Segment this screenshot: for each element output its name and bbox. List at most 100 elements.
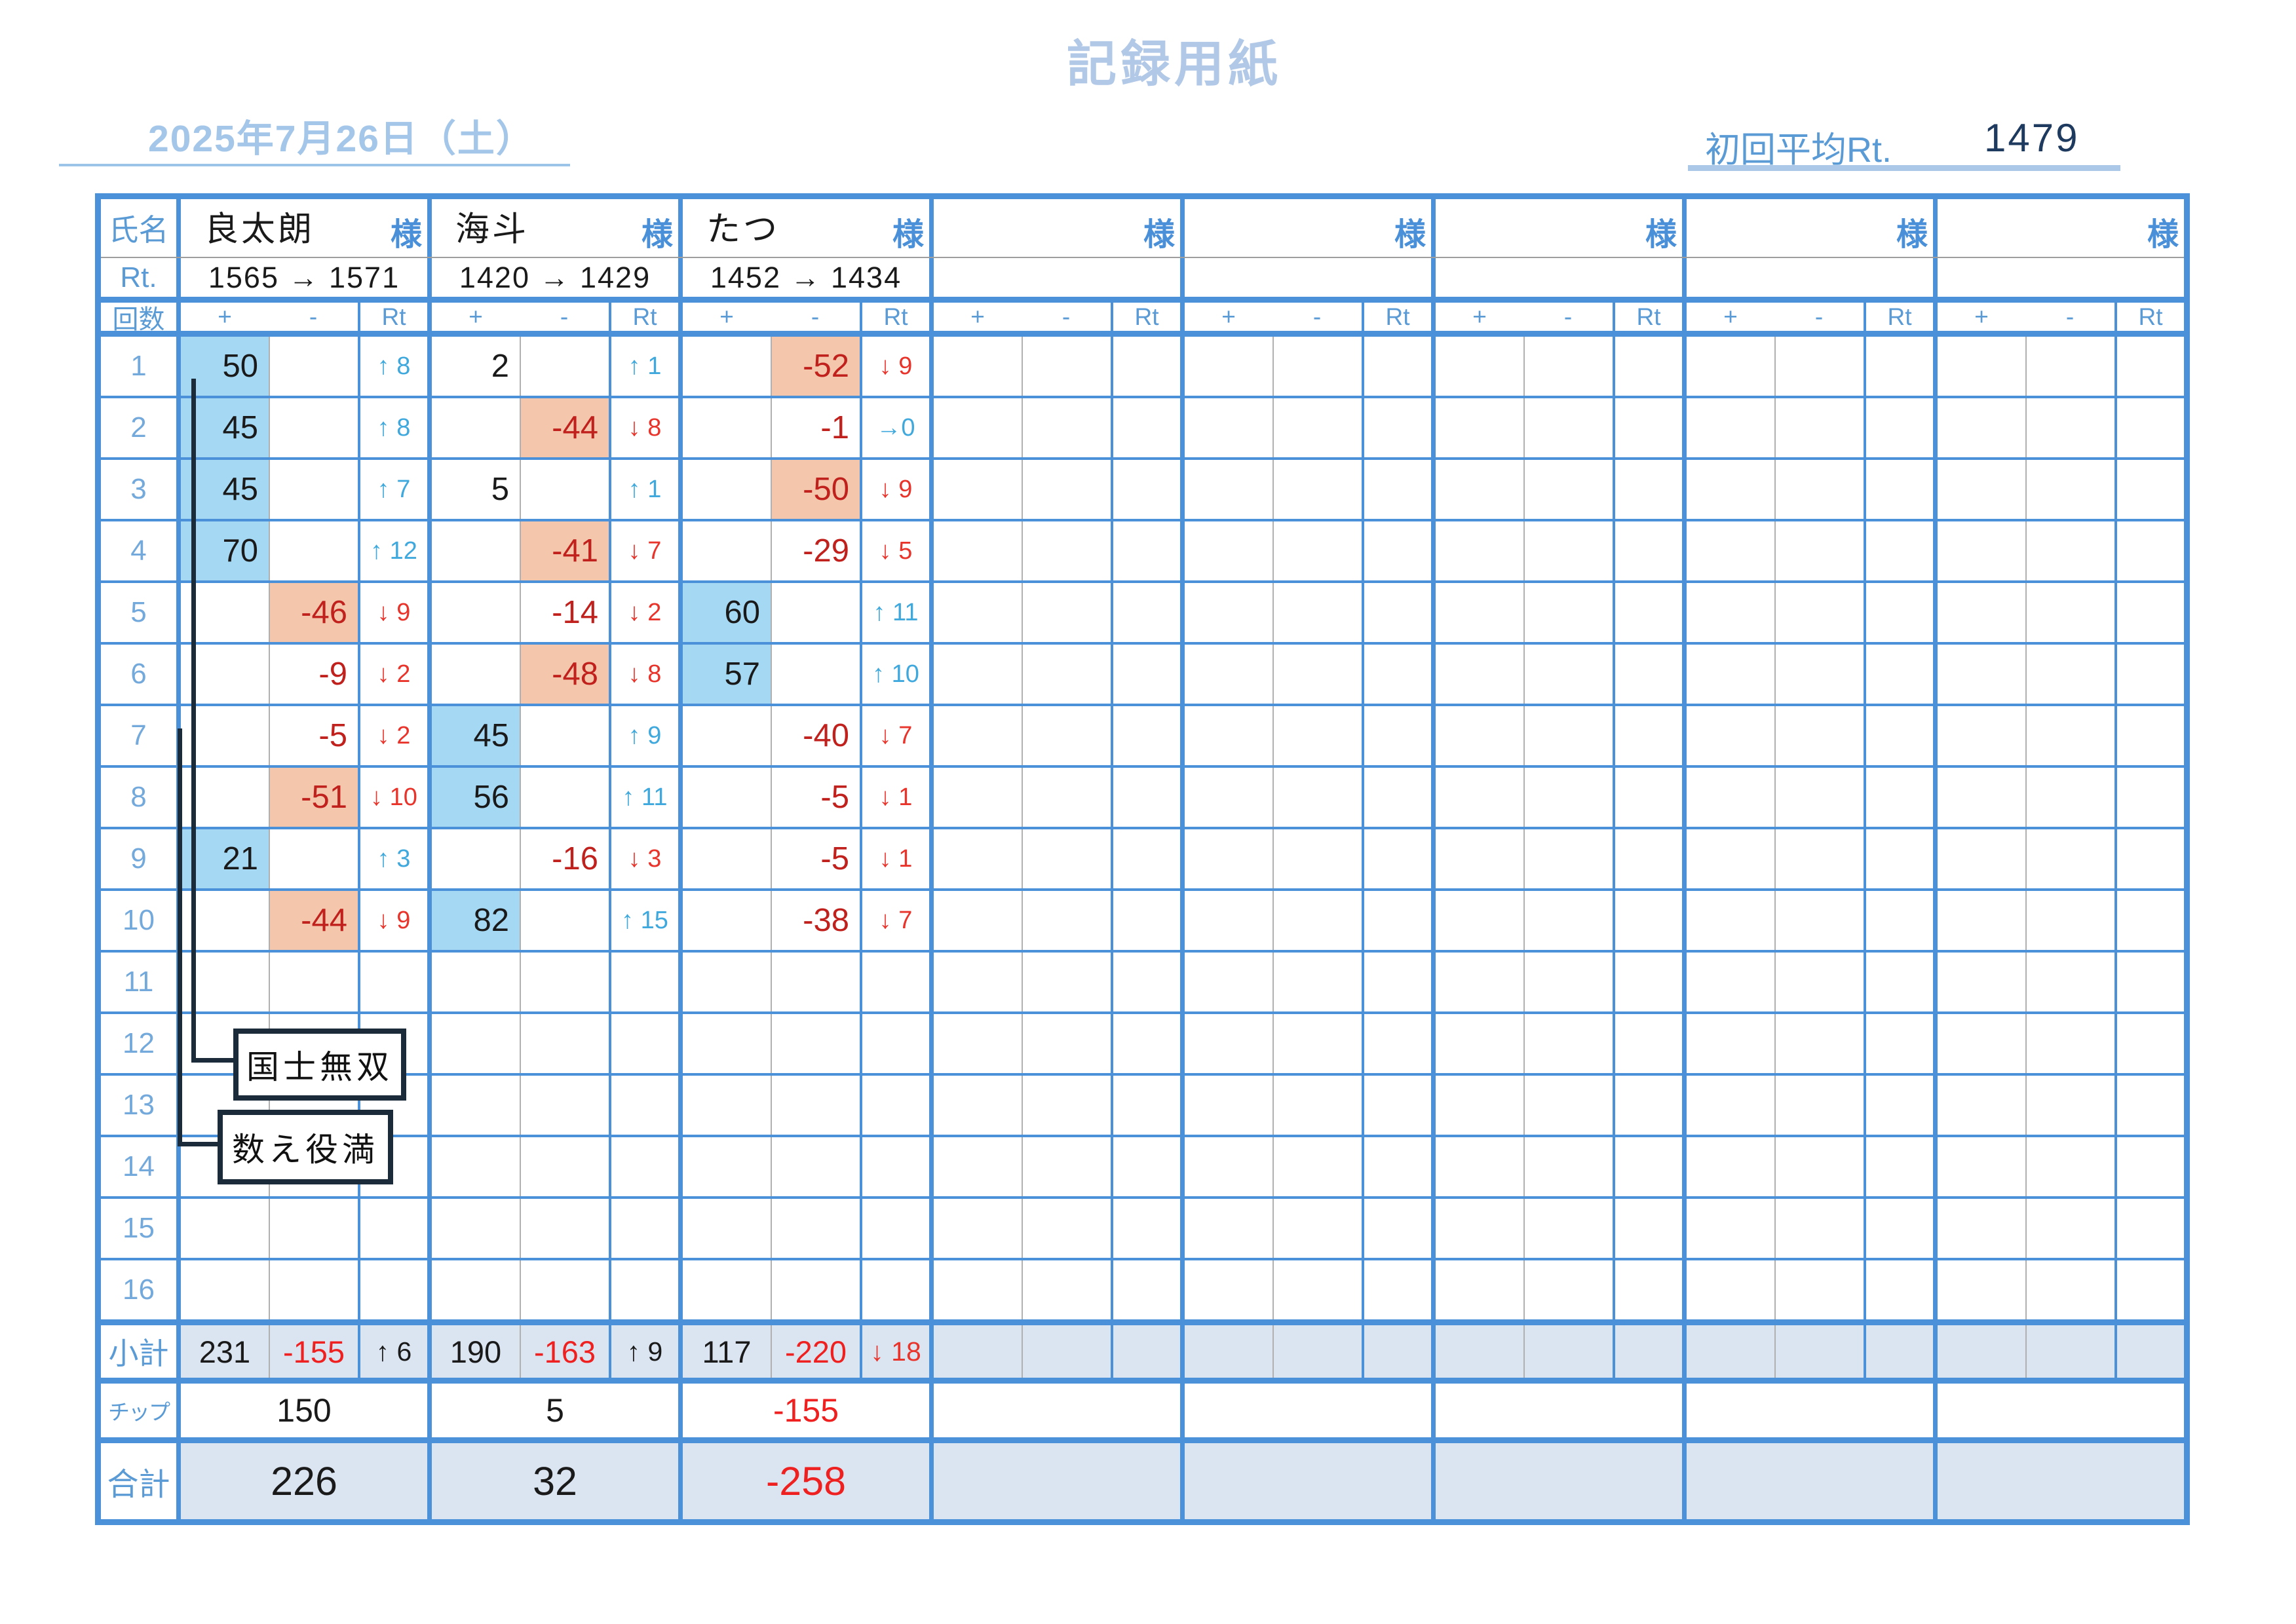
minus-cell xyxy=(2025,829,2114,888)
player-subheader: + - Rt xyxy=(1180,303,1431,331)
player-subheader: + - Rt xyxy=(929,303,1180,331)
rt-change-value xyxy=(934,258,1180,297)
plus-cell xyxy=(1938,583,2025,642)
minus-cell xyxy=(269,953,358,1011)
rt-delta-cell xyxy=(1362,1260,1431,1319)
round-number: 9 xyxy=(101,829,176,888)
score-cell-group xyxy=(1682,891,1933,950)
minus-cell xyxy=(1022,460,1111,519)
minus-cell xyxy=(269,337,358,396)
score-cell-group xyxy=(1431,1137,1682,1196)
plus-cell xyxy=(1687,521,1774,580)
minus-cell xyxy=(1022,953,1111,1011)
player-subheader: + - Rt xyxy=(1431,303,1682,331)
rt-delta-cell: ↑ 12 xyxy=(358,521,427,580)
plus-cell xyxy=(1185,1260,1272,1319)
minus-cell xyxy=(269,829,358,888)
score-cell-group xyxy=(929,829,1180,888)
rt-change-value xyxy=(1687,258,1933,297)
plus-cell xyxy=(1687,706,1774,765)
plus-cell xyxy=(1687,1014,1774,1073)
score-cell-group xyxy=(1431,521,1682,580)
score-cell-group: -44 ↓ 8 xyxy=(427,398,678,457)
minus-cell xyxy=(1272,1014,1362,1073)
minus-cell xyxy=(771,645,860,704)
rt-delta-cell xyxy=(358,1260,427,1319)
minus-cell xyxy=(1272,1260,1362,1319)
player-rt-cell xyxy=(1431,258,1682,297)
plus-cell xyxy=(934,521,1022,580)
honorific-sama: 様 xyxy=(1645,217,1677,252)
score-cell-group xyxy=(1933,891,2184,950)
plus-cell: 60 xyxy=(683,583,771,642)
minus-cell xyxy=(2025,891,2114,950)
plus-header: + xyxy=(970,303,985,330)
plus-cell xyxy=(432,583,520,642)
plus-cell xyxy=(1436,521,1523,580)
minus-cell xyxy=(1022,583,1111,642)
minus-cell: -48 xyxy=(520,645,609,704)
minus-cell: -40 xyxy=(771,706,860,765)
chip-cell xyxy=(1682,1384,1933,1437)
minus-cell: -1 xyxy=(771,398,860,457)
chip-row: チップ 150 5 -155 xyxy=(101,1384,2184,1443)
score-cell-group xyxy=(1180,337,1431,396)
rt-header: Rt xyxy=(2114,303,2184,331)
plus-cell: 45 xyxy=(432,706,520,765)
rt-change-value xyxy=(1938,258,2184,297)
minus-cell xyxy=(1523,891,1613,950)
score-cell-group xyxy=(1180,460,1431,519)
plus-cell xyxy=(934,1260,1022,1319)
round-number: 5 xyxy=(101,583,176,642)
subtotal-row: 小計 231 -155 ↑ 6 190 -163 ↑ 9 117 -220 ↓ 18 xyxy=(101,1325,2184,1384)
minus-cell xyxy=(1022,891,1111,950)
plus-cell xyxy=(1185,521,1272,580)
minus-cell xyxy=(1523,953,1613,1011)
plus-cell xyxy=(934,645,1022,704)
plus-cell xyxy=(1687,583,1774,642)
score-cell-group xyxy=(1933,829,2184,888)
header-row-columns: 回数 + - Rt + - Rt + - Rt + - Rt + - Rt + - Rt + - Rt + - Rt xyxy=(101,303,2184,337)
rt-delta-cell xyxy=(1111,583,1180,642)
score-cell-group xyxy=(1682,1014,1933,1073)
rt-delta-cell xyxy=(609,953,678,1011)
score-cell-group xyxy=(929,398,1180,457)
score-cell-group xyxy=(929,1076,1180,1135)
rt-delta-cell xyxy=(1362,891,1431,950)
score-cell-group xyxy=(1933,337,2184,396)
minus-cell xyxy=(1774,768,1864,827)
rt-delta-cell xyxy=(1613,398,1682,457)
score-cell-group xyxy=(1933,583,2184,642)
subtotal-plus xyxy=(1687,1325,1774,1378)
minus-cell xyxy=(1022,337,1111,396)
score-cell-group xyxy=(1431,398,1682,457)
round-row: 6 -9 ↓ 2 -48 ↓ 8 57 ↑ 10 xyxy=(101,645,2184,706)
score-cell-group xyxy=(929,337,1180,396)
round-row: 3 45 ↑ 7 5 ↑ 1 -50 ↓ 9 xyxy=(101,460,2184,521)
plus-cell xyxy=(1687,891,1774,950)
chip-value xyxy=(1938,1384,2184,1437)
minus-cell: -44 xyxy=(520,398,609,457)
round-number: 14 xyxy=(101,1137,176,1196)
plus-cell xyxy=(1185,460,1272,519)
subtotal-cell-group: 117 -220 ↓ 18 xyxy=(678,1325,929,1378)
rt-delta-cell: ↑ 11 xyxy=(860,583,929,642)
score-cell-group xyxy=(1431,706,1682,765)
total-cell: 32 xyxy=(427,1443,678,1519)
minus-cell xyxy=(771,1260,860,1319)
round-number: 2 xyxy=(101,398,176,457)
rt-delta-cell: ↑ 7 xyxy=(358,460,427,519)
rt-delta-cell xyxy=(860,1199,929,1258)
minus-cell xyxy=(1272,1199,1362,1258)
score-cell-group xyxy=(1933,1076,2184,1135)
minus-cell xyxy=(2025,1137,2114,1196)
player-name-cell: たつ 様 xyxy=(678,199,929,257)
name-column-label: 氏名 xyxy=(101,199,176,257)
score-cell-group xyxy=(1180,398,1431,457)
subtotal-plus xyxy=(1436,1325,1523,1378)
minus-header: - xyxy=(560,303,569,330)
plus-cell xyxy=(432,645,520,704)
plus-cell xyxy=(1185,337,1272,396)
rt-delta-cell: ↓ 2 xyxy=(358,645,427,704)
subtotal-cell-group xyxy=(1431,1325,1682,1378)
